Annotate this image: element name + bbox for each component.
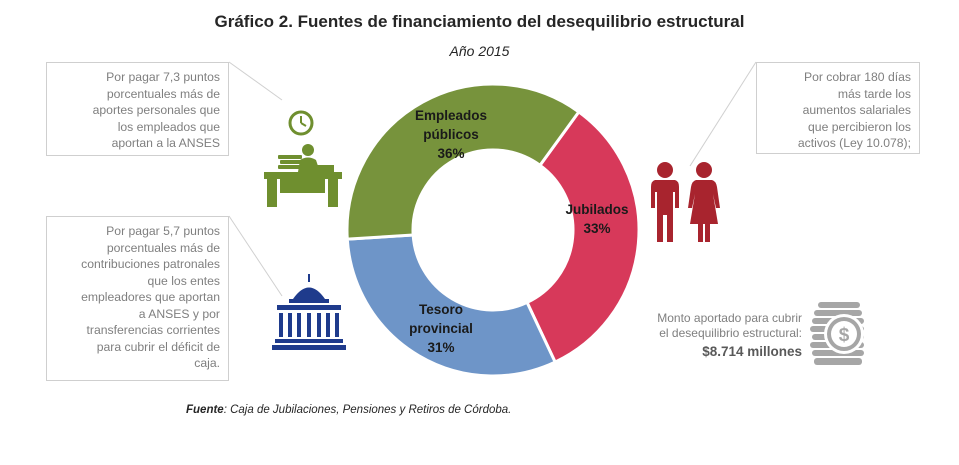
slice-value-label: 36%	[437, 146, 464, 161]
slice-label-tesoro-provincial: Tesoro provincial 31%	[409, 302, 473, 355]
note-line: Por cobrar 180 días	[803, 70, 911, 84]
coins-stack-icon: $	[810, 302, 864, 365]
source-text: : Caja de Jubilaciones, Pensiones y Reti…	[223, 404, 512, 416]
slice-name-line: provincial	[409, 321, 473, 336]
note-line: empleadores que aportan	[81, 290, 220, 304]
note-line: para cubrir el déficit de	[96, 339, 220, 354]
slice-value-label: 33%	[583, 221, 610, 236]
slice-label-jubilados: Jubilados 33%	[565, 202, 628, 236]
chart-title: Gráfico 2. Fuentes de financiamiento del…	[214, 12, 745, 31]
slice-value-label: 31%	[427, 340, 454, 355]
connector-right-top	[689, 61, 757, 167]
monto-block: Monto aportado para cubrir el desequilib…	[640, 311, 802, 359]
note-tesoro: Por pagar 5,7 puntos porcentuales más de…	[46, 216, 229, 381]
note-line: porcentuales más de	[106, 86, 220, 101]
office-worker-desk-icon	[264, 110, 342, 207]
note-empleados: Por pagar 7,3 puntos porcentuales más de…	[46, 62, 229, 156]
monto-label-line: el desequilibrio estructural:	[659, 326, 802, 340]
slice-tesoro-provincial	[345, 233, 558, 378]
donut-chart: Jubilados 33% Tesoro provincial 31% Empleados…	[345, 82, 641, 378]
slice-name-line: Empleados	[415, 108, 487, 123]
note-line: aumentos salariales	[802, 103, 911, 117]
note-line: contribuciones patronales	[81, 257, 220, 271]
source-prefix: Fuente	[186, 404, 224, 416]
note-line: que percibieron los	[808, 119, 911, 134]
note-line: Por pagar 5,7 puntos	[106, 224, 220, 238]
slice-label-empleados-publicos: Empleados públicos 36%	[415, 108, 487, 161]
slice-empleados-publicos	[345, 82, 581, 241]
monto-value: $8.714 millones	[702, 344, 802, 359]
note-line: caja.	[194, 356, 220, 370]
connector-left-top	[228, 61, 283, 101]
slice-jubilados	[525, 109, 641, 365]
source-note: Fuente: Caja de Jubilaciones, Pensiones …	[186, 404, 511, 416]
slice-name-line: Jubilados	[565, 202, 628, 217]
note-jubilados: Por cobrar 180 días más tarde los aument…	[756, 62, 920, 154]
government-building-icon	[272, 274, 346, 350]
note-line: transferencias corrientes	[86, 323, 220, 337]
slice-name-line: Tesoro	[419, 302, 463, 317]
note-line: aportes personales que	[92, 103, 220, 117]
connector-left-bottom	[228, 215, 283, 297]
note-line: a ANSES y por	[138, 306, 220, 321]
note-line: Por pagar 7,3 puntos	[106, 70, 220, 84]
retired-couple-icon	[651, 162, 720, 242]
note-line: los empleados que	[117, 119, 220, 134]
svg-text:$: $	[839, 325, 850, 346]
note-line: porcentuales más de	[106, 240, 220, 255]
note-line: más tarde los	[837, 86, 911, 101]
chart-subtitle: Año 2015	[449, 43, 510, 59]
slice-name-line: públicos	[423, 127, 479, 142]
note-line: que los entes	[147, 273, 220, 288]
note-line: activos (Ley 10.078);	[797, 136, 911, 150]
note-line: aportan a la ANSES	[111, 136, 220, 150]
monto-label-line: Monto aportado para cubrir	[657, 311, 802, 325]
